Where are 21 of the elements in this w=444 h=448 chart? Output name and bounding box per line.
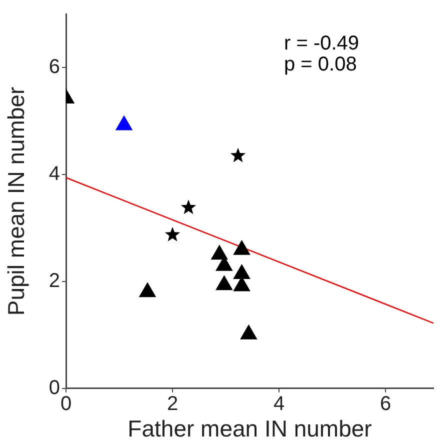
point	[139, 282, 156, 298]
y-tick-label: 2	[48, 270, 60, 292]
annotation: p = 0.08	[284, 54, 357, 76]
point	[211, 245, 228, 260]
point	[233, 264, 250, 279]
y-tick-label: 4	[48, 162, 60, 185]
x-tick-label: 4	[273, 392, 285, 415]
point	[164, 226, 180, 242]
x-axis-title: Father mean IN number	[128, 416, 372, 442]
x-tick-label: 2	[166, 392, 178, 415]
y-axis-title: Pupil mean IN number	[3, 86, 30, 316]
point	[180, 200, 196, 214]
point	[233, 240, 250, 255]
y-tick-label: 0	[48, 376, 60, 399]
point	[116, 116, 132, 130]
point	[216, 276, 232, 290]
annotation: r = -0.49	[284, 32, 360, 55]
point	[230, 148, 246, 162]
x-tick-label: 6	[380, 392, 392, 415]
point	[240, 324, 257, 340]
y-tick-label: 6	[48, 56, 60, 78]
